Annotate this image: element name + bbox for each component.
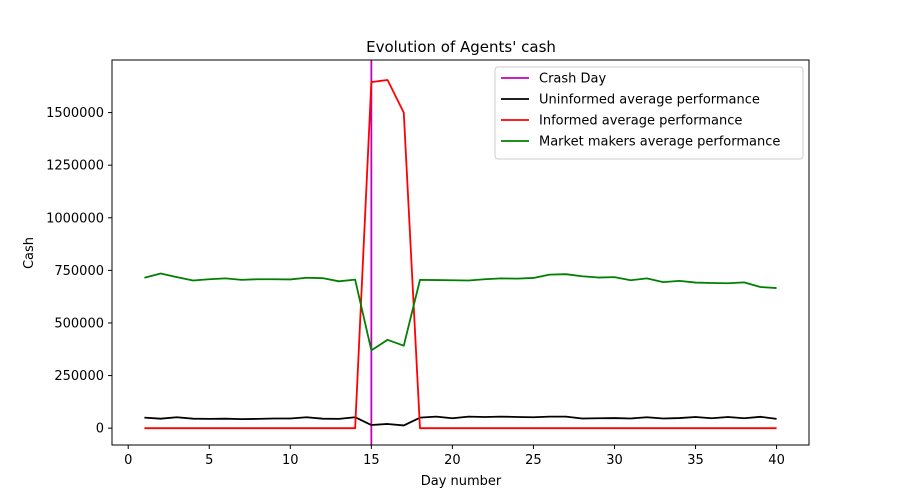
x-tick-label: 5 (205, 453, 213, 468)
y-tick-label: 0 (96, 422, 104, 437)
y-tick-label: 1500000 (46, 106, 104, 121)
y-tick-label: 750000 (54, 264, 104, 279)
y-tick-label: 1250000 (46, 159, 104, 174)
x-tick-label: 30 (606, 453, 623, 468)
series-line-market-makers-average-performance (144, 272, 777, 352)
x-tick-label: 10 (282, 453, 299, 468)
plot-frame (111, 59, 810, 446)
series-line-informed-average-performance (144, 79, 777, 430)
y-tick-label: 500000 (54, 316, 104, 331)
legend-label: Crash Day (539, 72, 607, 87)
chart-title: Evolution of Agents' cash (366, 38, 556, 56)
legend-label: Market makers average performance (539, 135, 780, 150)
series-line-uninformed-average-performance (144, 415, 777, 427)
legend-label: Informed average performance (539, 114, 742, 129)
x-tick-label: 25 (525, 453, 542, 468)
legend-box (494, 66, 804, 160)
y-tick-label: 250000 (54, 369, 104, 384)
legend: Crash Day Uninformed average performance I… (494, 66, 804, 160)
legend-label: Uninformed average performance (539, 93, 760, 108)
x-tick-label: 20 (444, 453, 461, 468)
y-axis-label: Cash (22, 237, 37, 269)
x-tick-label: 15 (363, 453, 380, 468)
x-tick-label: 40 (768, 453, 785, 468)
y-tick-label: 1000000 (46, 211, 104, 226)
x-axis-label: Day number (421, 474, 502, 489)
x-tick-label: 0 (124, 453, 132, 468)
x-tick-label: 35 (687, 453, 704, 468)
